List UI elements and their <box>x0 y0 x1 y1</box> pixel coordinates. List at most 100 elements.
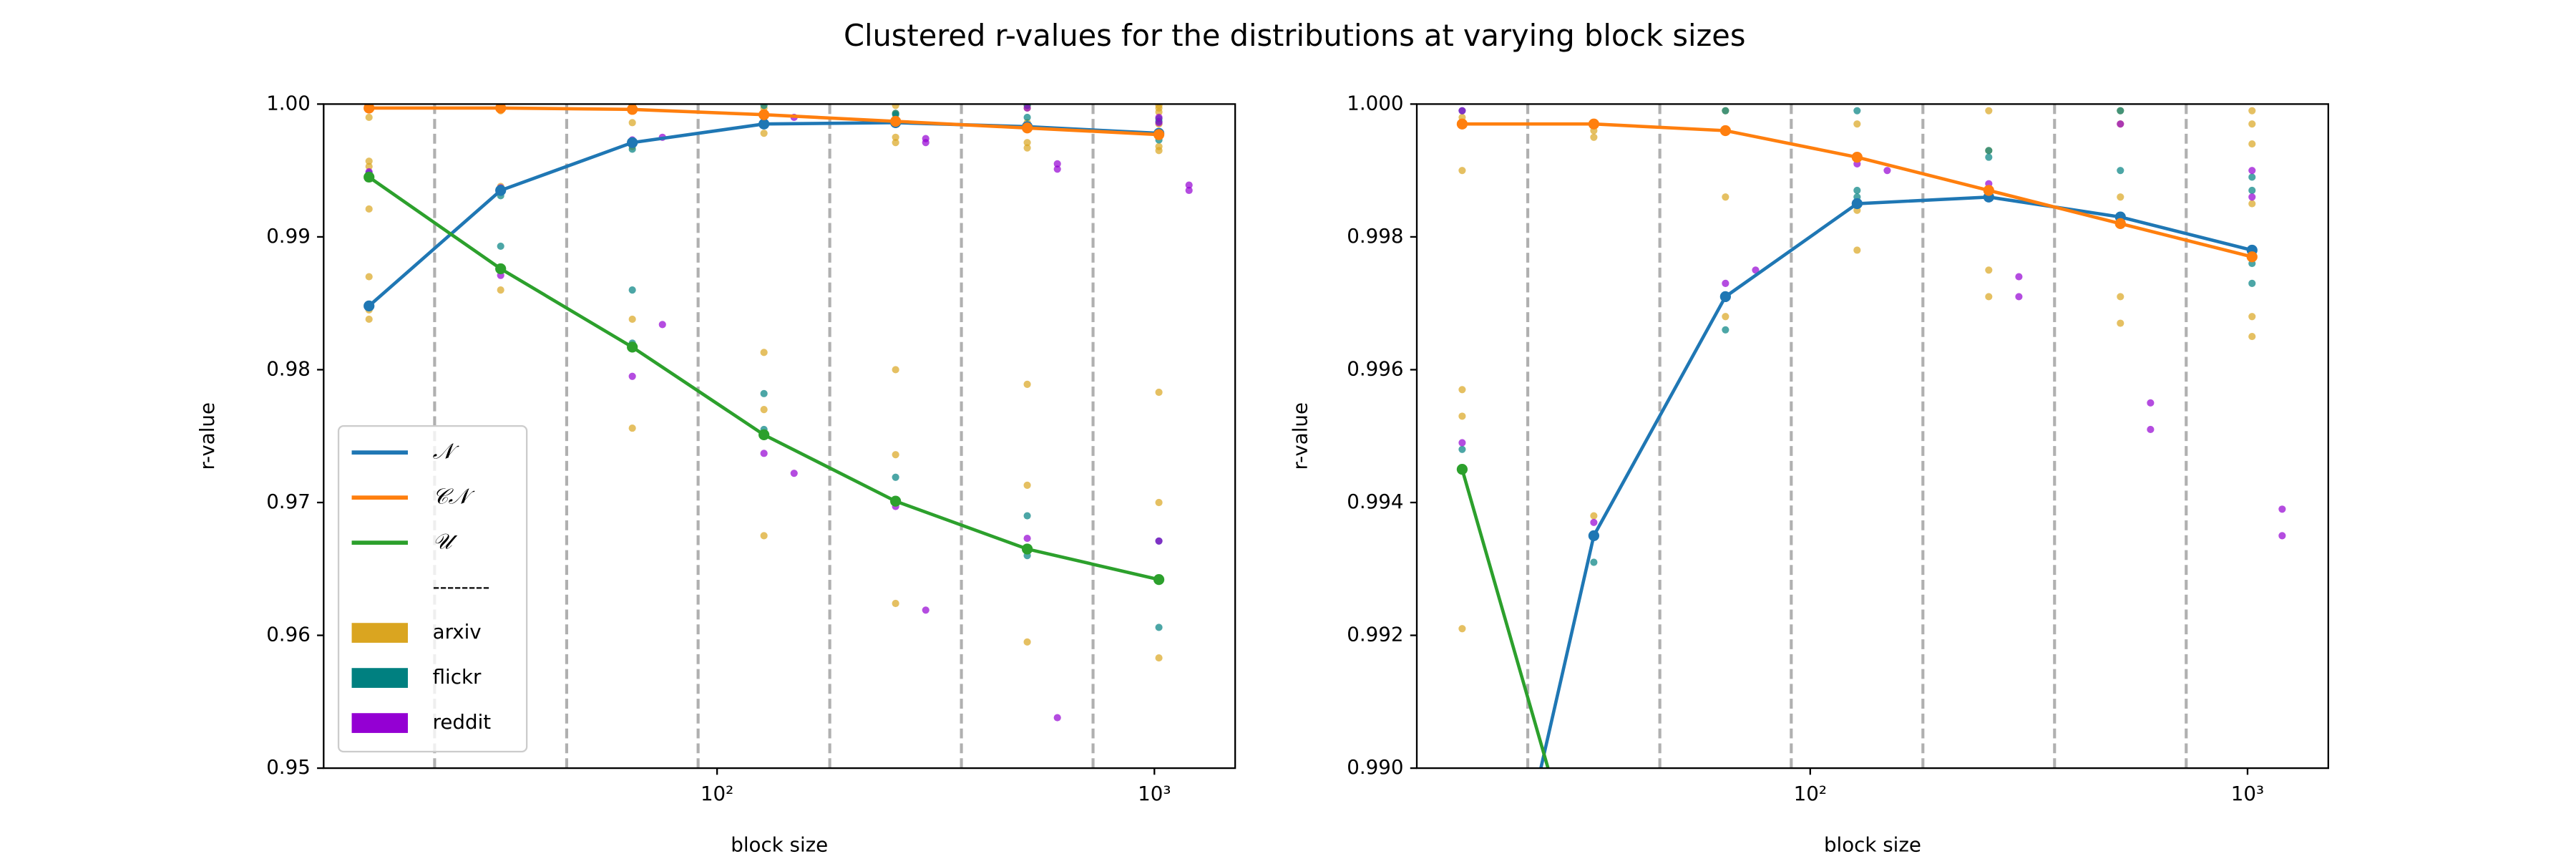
scatter-point <box>2015 293 2023 301</box>
x-axis-label: block size <box>731 833 828 857</box>
series-marker <box>1153 129 1165 140</box>
series-marker <box>1021 543 1033 555</box>
scatter-point <box>2117 193 2124 201</box>
scatter-point <box>1853 186 1861 195</box>
scatter-point <box>628 119 636 127</box>
scatter-point <box>2278 532 2286 540</box>
legend-patch <box>351 623 408 643</box>
y-tick-label: 0.96 <box>266 623 311 646</box>
scatter-point <box>760 450 768 457</box>
scatter-point <box>1458 107 1466 115</box>
series-marker <box>1021 122 1033 134</box>
scatter-point <box>1023 535 1031 543</box>
scatter-point <box>2248 167 2256 175</box>
legend-separator: -------- <box>433 575 490 598</box>
series-marker <box>627 104 638 115</box>
figure-title: Clustered r-values for the distributions… <box>844 18 1746 53</box>
scatter-point <box>2248 200 2256 208</box>
scatter-point <box>892 451 899 459</box>
series-marker <box>364 171 375 183</box>
scatter-point <box>2117 107 2124 115</box>
scatter-point <box>1752 266 1760 274</box>
scatter-point <box>2117 167 2124 175</box>
series-marker <box>495 185 507 196</box>
scatter-point <box>1023 481 1031 489</box>
scatter-point <box>2117 293 2124 301</box>
scatter-point <box>1023 104 1031 112</box>
series-marker <box>364 300 375 312</box>
scatter-point <box>658 321 666 329</box>
legend-patch <box>351 668 408 688</box>
x-tick-label: 10² <box>1794 782 1827 805</box>
series-marker <box>1983 185 1994 196</box>
scatter-point <box>1155 113 1163 122</box>
scatter-point <box>892 139 899 147</box>
scatter-point <box>2248 279 2256 287</box>
scatter-point <box>760 349 768 356</box>
legend-label: 𝒞𝒩 <box>433 485 476 510</box>
plot-area <box>364 104 1193 769</box>
series-marker <box>1153 573 1165 586</box>
scatter-point <box>1458 386 1466 394</box>
y-tick-label: 0.990 <box>1347 755 1403 779</box>
scatter-point <box>2248 186 2256 195</box>
scatter-point <box>892 473 899 481</box>
y-tick-label: 0.998 <box>1347 224 1403 248</box>
scatter-point <box>1985 266 1993 274</box>
scatter-point <box>922 606 930 614</box>
scatter-point <box>1590 518 1598 526</box>
scatter-point <box>1985 293 1993 301</box>
scatter-point <box>365 162 373 170</box>
scatter-point <box>628 424 636 432</box>
scatter-point <box>760 389 768 397</box>
y-axis-label: r-value <box>195 402 219 470</box>
scatter-point <box>1722 313 1729 321</box>
scatter-point <box>892 104 899 110</box>
scatter-point <box>1023 512 1031 520</box>
scatter-point <box>1590 133 1598 141</box>
scatter-point <box>1155 108 1163 116</box>
series-marker <box>495 104 507 114</box>
series-marker <box>758 109 770 120</box>
series-marker <box>1588 118 1599 130</box>
scatter-point <box>365 157 373 165</box>
scatter-point <box>2147 399 2155 407</box>
scatter-point <box>1853 107 1861 115</box>
scatter-point <box>2248 140 2256 148</box>
axes: 0.990 0.992 0.994 0.996 0.998 1.000 10² 10³ bloc… <box>1288 91 2329 857</box>
scatter-point <box>760 104 768 110</box>
y-tick-label: 0.994 <box>1347 490 1403 513</box>
scatter-point <box>628 372 636 380</box>
scatter-point <box>2248 313 2256 321</box>
scatter-point <box>1883 167 1891 175</box>
scatter-point <box>1023 139 1031 147</box>
scatter-point <box>1590 512 1598 520</box>
scatter-point <box>2248 173 2256 181</box>
scatter-point <box>628 286 636 294</box>
scatter-point <box>922 139 930 147</box>
series-marker <box>1456 118 1468 130</box>
scatter-point <box>1853 120 1861 128</box>
scatter-point <box>1023 380 1031 388</box>
scatter-point <box>1185 186 1193 195</box>
axes-frame <box>1415 103 2329 770</box>
scatter-point <box>497 242 504 250</box>
scatter-point <box>760 130 768 137</box>
scatter-point <box>1590 558 1598 566</box>
scatter-point <box>1053 165 1061 173</box>
scatter-point <box>365 273 373 281</box>
axes: 0.95 0.96 0.97 0.98 0.99 1.00 10² 10³ block size… <box>195 91 1236 857</box>
series-marker <box>1851 151 1863 163</box>
scatter-point <box>1023 113 1031 122</box>
scatter-point <box>1155 623 1163 631</box>
series-marker <box>627 137 638 148</box>
scatter-point <box>1722 107 1729 115</box>
y-tick-label: 0.98 <box>266 356 311 380</box>
x-tick-label: 10³ <box>1138 782 1171 805</box>
scatter-point <box>365 315 373 324</box>
scatter-point <box>892 366 899 374</box>
scatter-point <box>1155 119 1163 127</box>
legend-label: reddit <box>433 710 492 734</box>
